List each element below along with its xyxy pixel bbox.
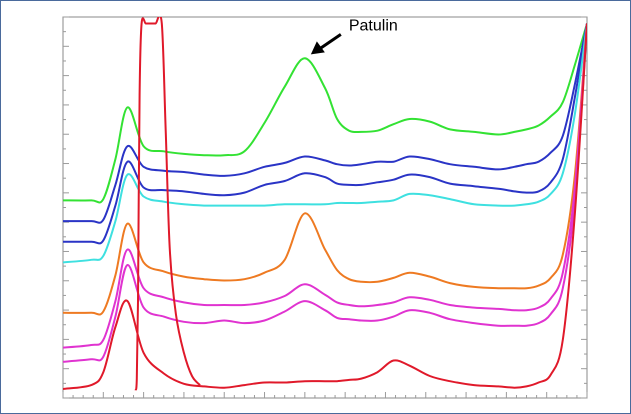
patulin-label: Patulin bbox=[349, 17, 398, 34]
series-line-6 bbox=[63, 23, 587, 349]
series-line-2 bbox=[63, 23, 587, 224]
plot-area bbox=[62, 16, 588, 399]
series-line-8 bbox=[63, 23, 587, 390]
series-line-5 bbox=[63, 23, 587, 316]
patulin-arrow bbox=[318, 33, 342, 51]
bottom-axis-ticks bbox=[62, 392, 588, 398]
annotation-layer: Patulin bbox=[310, 17, 398, 55]
patulin-arrow-head bbox=[310, 41, 325, 55]
left-axis-ticks bbox=[63, 16, 69, 399]
series-layer bbox=[63, 17, 587, 391]
series-line-3 bbox=[63, 23, 587, 245]
series-line-7 bbox=[63, 23, 587, 363]
series-line-1 bbox=[63, 23, 587, 204]
series-line-4 bbox=[63, 23, 587, 264]
solvent-spike-line bbox=[134, 17, 201, 391]
